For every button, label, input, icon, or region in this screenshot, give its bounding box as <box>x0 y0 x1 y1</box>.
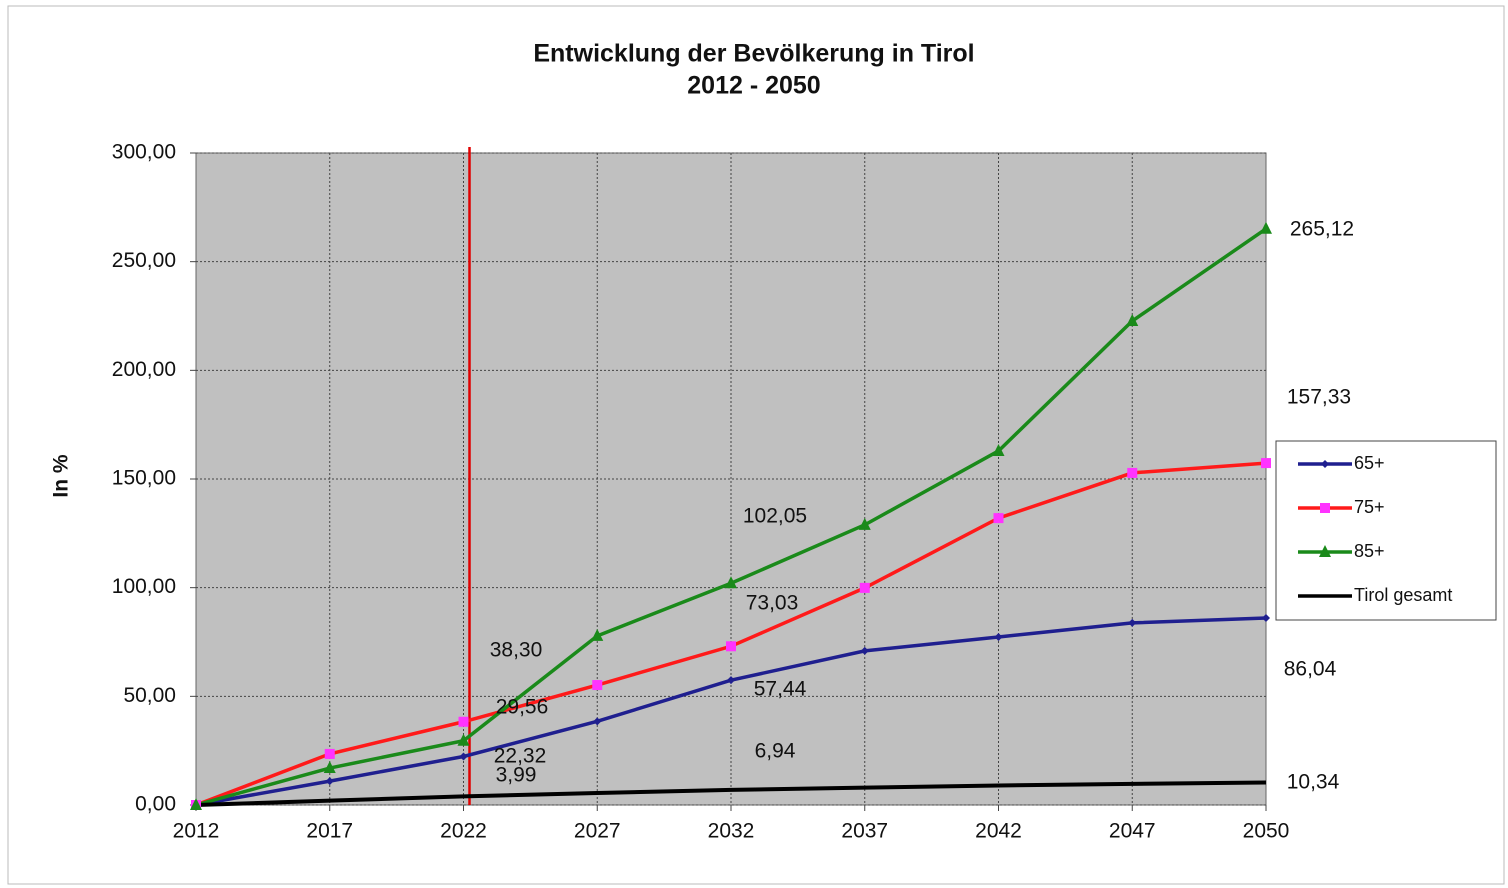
marker <box>458 716 469 727</box>
marker <box>992 443 1005 456</box>
x-tick-label: 2012 <box>173 820 220 843</box>
marker <box>858 517 871 530</box>
legend-label: 65+ <box>1354 453 1385 473</box>
legend-box <box>1275 440 1497 621</box>
marker <box>593 717 602 726</box>
marker <box>1126 313 1139 326</box>
legend: 65+ 75+ 85+ Tirol gesamt <box>1275 440 1497 621</box>
x-tick-label: 2027 <box>574 820 621 843</box>
marker <box>323 761 336 774</box>
data-label: 102,05 <box>743 505 807 528</box>
marker <box>1128 618 1137 627</box>
y-tick-label: 100,00 <box>112 575 176 598</box>
x-tick-label: 2032 <box>708 820 755 843</box>
x-tick-label: 2050 <box>1243 820 1290 843</box>
y-axis-label: In % <box>50 454 73 497</box>
marker <box>592 680 603 691</box>
data-label: 86,04 <box>1284 658 1337 681</box>
legend-label: 75+ <box>1354 497 1385 517</box>
marker <box>1260 221 1272 234</box>
marker <box>324 748 335 759</box>
data-label: 265,12 <box>1290 218 1354 241</box>
marker <box>459 752 468 761</box>
data-label: 57,44 <box>754 678 807 701</box>
marker <box>1262 614 1270 623</box>
marker <box>1320 503 1330 513</box>
marker <box>1319 545 1331 557</box>
data-label: 157,33 <box>1287 386 1351 409</box>
marker <box>457 733 470 746</box>
data-label: 10,34 <box>1287 771 1340 794</box>
legend-label: Tirol gesamt <box>1354 585 1452 605</box>
chart-title: Entwicklung der Bevölkerung in Tirol <box>533 40 974 68</box>
marker <box>726 641 736 652</box>
marker <box>993 513 1004 524</box>
marker <box>1127 467 1138 478</box>
y-tick-label: 0,00 <box>135 793 176 816</box>
y-tick-label: 50,00 <box>123 684 176 707</box>
y-tick-label: 250,00 <box>112 249 176 272</box>
x-tick-label: 2047 <box>1109 820 1156 843</box>
chart-subtitle: 2012 - 2050 <box>687 72 820 100</box>
marker <box>727 676 735 685</box>
data-label: 22,32 <box>494 745 547 768</box>
legend-label: 85+ <box>1354 541 1385 561</box>
marker <box>591 628 604 641</box>
marker <box>325 777 334 786</box>
marker <box>1321 460 1329 468</box>
marker <box>859 582 870 593</box>
y-tick-label: 300,00 <box>112 141 176 164</box>
y-tick-label: 200,00 <box>112 358 176 381</box>
marker <box>190 798 202 810</box>
marker <box>994 633 1003 642</box>
x-tick-label: 2037 <box>841 820 888 843</box>
marker <box>725 576 737 589</box>
x-tick-label: 2042 <box>975 820 1022 843</box>
data-label: 38,30 <box>490 639 543 662</box>
data-label: 6,94 <box>755 740 796 763</box>
x-tick-label: 2017 <box>306 820 353 843</box>
marker <box>1261 458 1271 469</box>
data-label: 73,03 <box>746 592 799 615</box>
series-line <box>195 780 1267 807</box>
y-tick-label: 150,00 <box>112 467 176 490</box>
marker <box>860 646 869 655</box>
data-label: 29,56 <box>496 696 549 719</box>
data-label: 3,99 <box>496 764 537 787</box>
x-tick-label: 2022 <box>440 820 487 843</box>
